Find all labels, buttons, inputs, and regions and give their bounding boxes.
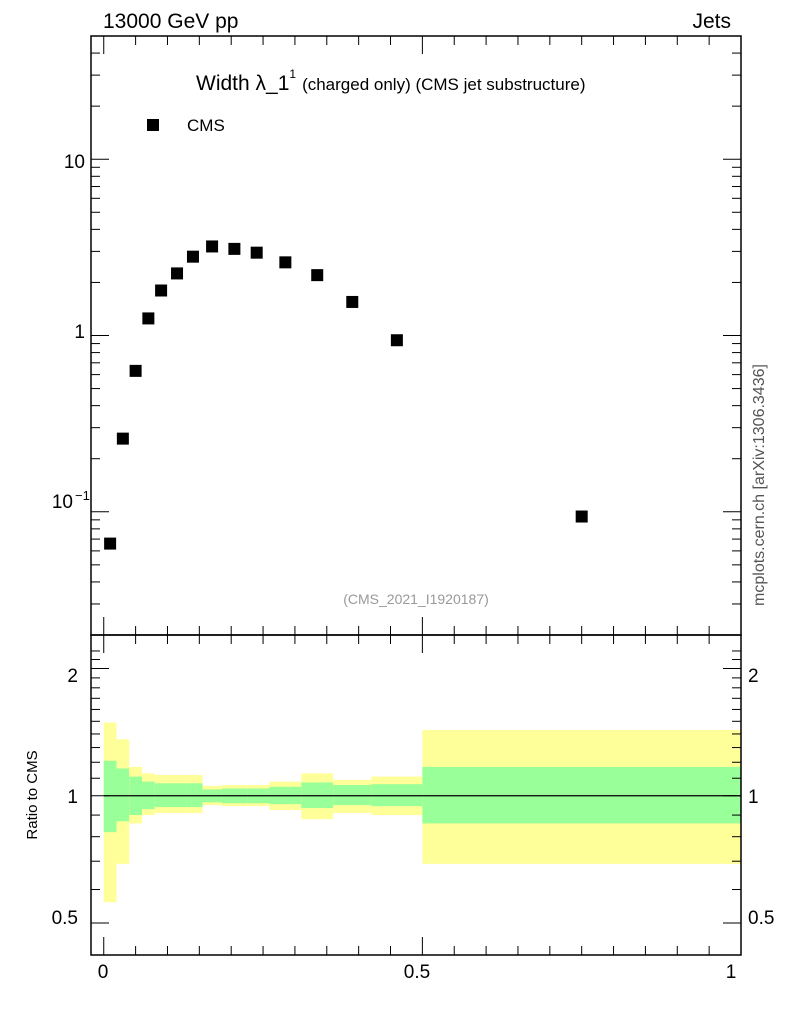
title-superscript: 1 <box>289 67 296 81</box>
data-point-cms <box>279 256 292 269</box>
legend-label-cms: CMS <box>187 116 225 135</box>
ratio-y-axis-title: Ratio to CMS <box>24 750 41 839</box>
title-main: Width λ_1 <box>196 72 289 95</box>
data-point-cms <box>390 334 403 347</box>
data-point-cms <box>186 250 199 263</box>
data-point-cms <box>575 510 588 523</box>
main-y-tick-exponent: −1 <box>75 488 90 503</box>
main-axes <box>90 35 742 636</box>
x-tick-label-0: 0 <box>98 962 109 983</box>
ratio-y-tick-label-2: 2 <box>67 666 78 687</box>
chart-title: Width λ_11 (charged only) (CMS jet substr… <box>196 67 586 95</box>
data-point-cms <box>228 242 241 255</box>
data-point-cms <box>250 246 263 259</box>
data-point-cms <box>206 240 219 253</box>
ratio-y-tick-label-right-0.5: 0.5 <box>748 908 774 929</box>
data-point-cms <box>129 364 142 377</box>
analysis-id: (CMS_2021_I1920187) <box>343 591 489 607</box>
data-point-cms <box>155 284 168 297</box>
category-label: Jets <box>692 10 731 33</box>
title-suffix: (charged only) (CMS jet substructure) <box>302 75 585 94</box>
main-y-tick-label-1: 1 <box>74 322 85 343</box>
data-point-cms <box>142 312 155 325</box>
legend-marker-cms <box>147 119 159 131</box>
data-point-cms <box>104 537 117 550</box>
x-tick-label-1: 1 <box>726 962 737 983</box>
inner-band-bin <box>333 785 372 806</box>
inner-band-bin <box>116 768 130 822</box>
energy-label: 13000 GeV pp <box>103 10 238 33</box>
ratio-bands <box>103 722 741 903</box>
source-label: mcplots.cern.ch [arXiv:1306.3436] <box>751 364 768 606</box>
inner-band-bin <box>103 760 117 833</box>
data-point-cms <box>116 432 129 445</box>
main-y-tick-label-10: 10 <box>64 152 85 173</box>
ratio-y-tick-label-0.5: 0.5 <box>52 908 78 929</box>
data-point-cms <box>346 295 359 308</box>
x-tick-label-0.5: 0.5 <box>404 962 430 983</box>
data-point-cms <box>311 269 324 282</box>
ratio-y-tick-label-right-1: 1 <box>748 787 759 808</box>
main-y-tick-base: 10 <box>52 492 73 513</box>
ratio-y-tick-label-right-2: 2 <box>748 666 759 687</box>
data-point-cms <box>171 267 184 280</box>
main-points <box>104 240 588 550</box>
main-y-tick-label-0.1: 10 <box>52 492 73 513</box>
ratio-y-tick-label-1: 1 <box>67 787 78 808</box>
